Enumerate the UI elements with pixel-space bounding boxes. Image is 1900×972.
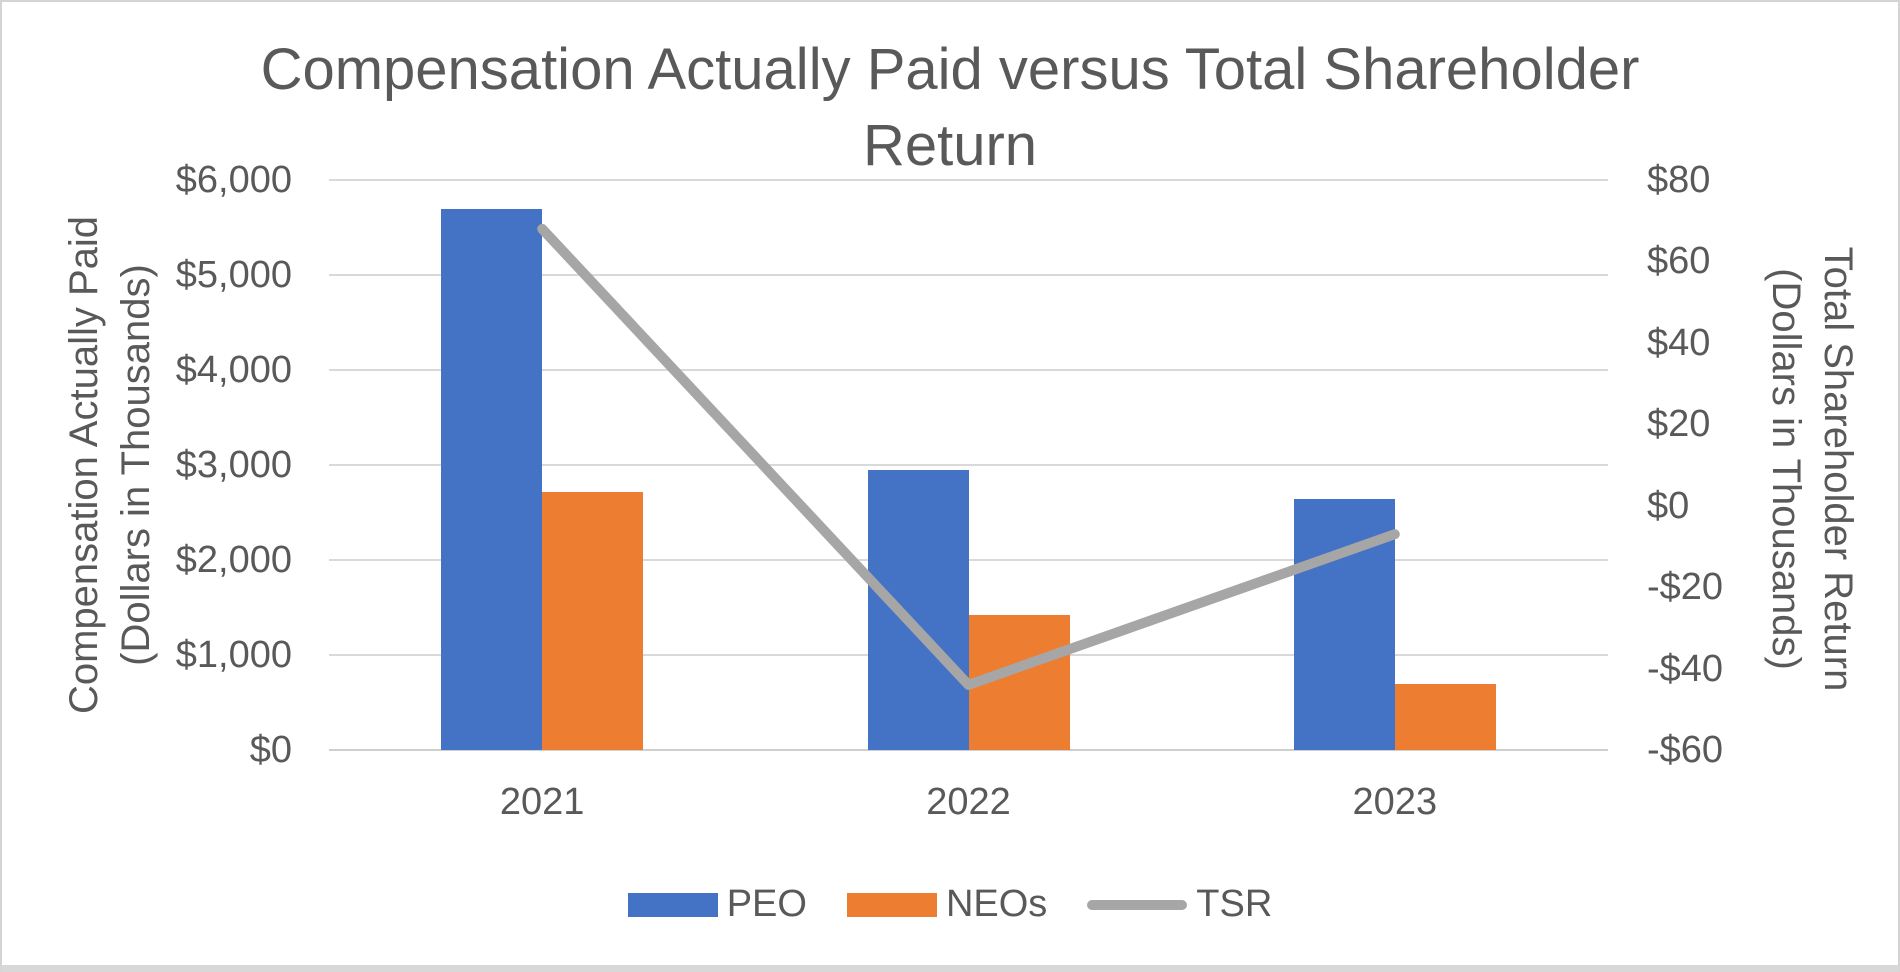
tsr-line (537, 223, 1400, 690)
chart-title-line-2: Return (862, 113, 1038, 178)
gridline (329, 369, 1608, 371)
left-axis-title-line-1: Compensation Actually Paid (62, 215, 106, 715)
right-axis-tick-label: $60 (1647, 240, 1711, 283)
legend-item-tsr: TSR (1087, 883, 1272, 926)
legend-label-peo: PEO (726, 883, 807, 925)
right-axis-tick-label: $80 (1647, 159, 1711, 201)
left-axis-tick-label: $3,000 (175, 444, 292, 486)
right-axis-tick-label: -$60 (1647, 729, 1724, 771)
x-axis-line (329, 749, 1608, 751)
plot-area (329, 179, 1608, 751)
gridline (329, 559, 1608, 561)
legend-label-neos: NEOs (945, 883, 1048, 925)
legend: PEO NEOs TSR (2, 883, 1898, 926)
gridline (329, 464, 1608, 466)
right-axis-title: Total Shareholder Return (Dollars in Tho… (1760, 119, 1864, 819)
bar-neos-2021 (542, 491, 644, 750)
right-axis-tick-label: -$20 (1647, 566, 1724, 609)
left-axis-tick-label: $0 (249, 729, 292, 771)
x-axis-label-2022: 2022 (926, 781, 1011, 823)
left-axis-tick-label: $4,000 (175, 349, 292, 391)
x-axis-label-2021: 2021 (499, 781, 585, 823)
chart-title-line-1: Compensation Actually Paid versus Total … (260, 37, 1640, 102)
left-axis-tick-label: $5,000 (175, 254, 292, 296)
x-axis-label-2023: 2023 (1352, 781, 1438, 823)
right-axis-tick-label: -$40 (1647, 647, 1724, 690)
right-axis-title-line-2: (Dollars in Thousands) (1764, 268, 1808, 670)
peo-series-swatch (627, 892, 718, 917)
left-axis-tick-label: $1,000 (175, 634, 292, 676)
left-axis-tick-label: $2,000 (175, 539, 292, 581)
tsr-series-swatch (1087, 899, 1188, 910)
tsr-line-layer (537, 223, 1400, 690)
legend-label-tsr: TSR (1196, 883, 1273, 925)
neos-series-swatch (846, 892, 937, 917)
left-axis-tick-label: $6,000 (175, 159, 292, 201)
gridline (329, 179, 1608, 181)
bar-neos-2023 (1394, 683, 1496, 750)
gridline (329, 274, 1608, 276)
legend-item-neos: NEOs (846, 883, 1048, 926)
chart-title: Compensation Actually Paid versus Total … (2, 32, 1898, 184)
bar-peo-2022 (867, 469, 969, 750)
right-axis-tick-label: $0 (1647, 484, 1690, 527)
right-axis-tick-label: $40 (1647, 321, 1711, 364)
legend-item-peo: PEO (627, 883, 807, 926)
right-axis-tick-label: $20 (1647, 403, 1711, 446)
bar-peo-2021 (441, 208, 543, 750)
right-axis-title-line-1: Total Shareholder Return (1816, 246, 1860, 692)
